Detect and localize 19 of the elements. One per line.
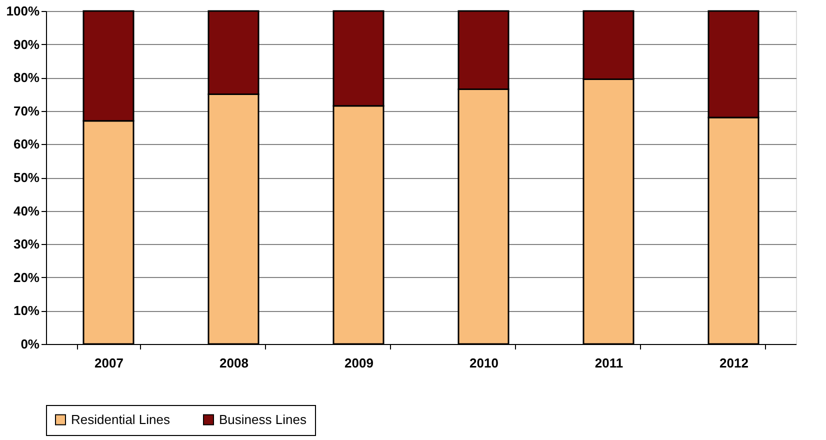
y-tick-label: 10% xyxy=(13,303,40,318)
legend-label: Business Lines xyxy=(219,412,307,427)
y-tick-label: 40% xyxy=(13,203,40,218)
y-tick-label: 50% xyxy=(13,170,40,185)
y-tick-label: 80% xyxy=(13,70,40,86)
y-tick-label: 30% xyxy=(13,236,40,252)
y-tick-label: 70% xyxy=(13,103,40,118)
x-tick-label: 2009 xyxy=(344,356,374,370)
x-tick-label: 2010 xyxy=(470,356,498,370)
y-tick-label: 90% xyxy=(13,36,40,52)
y-tick-label: 60% xyxy=(13,136,40,152)
legend-label: Residential Lines xyxy=(71,412,171,427)
x-tick-label: 2008 xyxy=(220,356,248,370)
y-tick-label: 100% xyxy=(6,4,40,18)
y-tick-label: 0% xyxy=(20,336,40,352)
x-tick-label: 2007 xyxy=(94,356,124,370)
x-tick-label: 2012 xyxy=(720,356,748,370)
x-tick-label: 2011 xyxy=(594,356,624,370)
y-tick-label: 20% xyxy=(13,270,40,285)
